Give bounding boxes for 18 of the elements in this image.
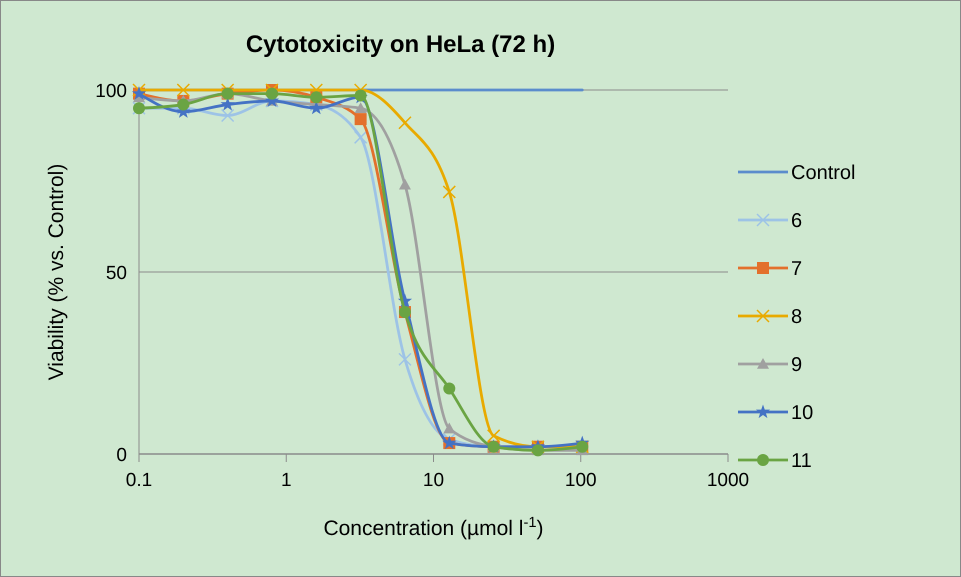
chart-title: Cytotoxicity on HeLa (72 h) [246,31,556,58]
legend-label: 11 [791,450,812,472]
legend-label: 6 [791,210,802,232]
y-tick-label: 50 [106,263,127,284]
x-tick-label: 1 [280,470,292,491]
legend-label: 9 [791,354,802,376]
legend-label: Control [791,162,856,184]
y-axis-title: Viability (% vs. Control) [45,164,68,380]
y-tick-label: 0 [116,445,127,466]
legend-label: 7 [791,258,802,280]
x-tick-label: 0.1 [126,470,152,491]
x-axis-title: Concentration (µmol l$^{-1}$) [323,515,544,540]
y-tick-label: 100 [95,81,127,102]
x-tick-label: 1000 [706,470,750,491]
x-tick-label: 100 [564,470,597,491]
legend-label: 8 [791,306,802,328]
legend-label: 10 [791,402,814,424]
x-tick-label: 10 [422,470,444,491]
